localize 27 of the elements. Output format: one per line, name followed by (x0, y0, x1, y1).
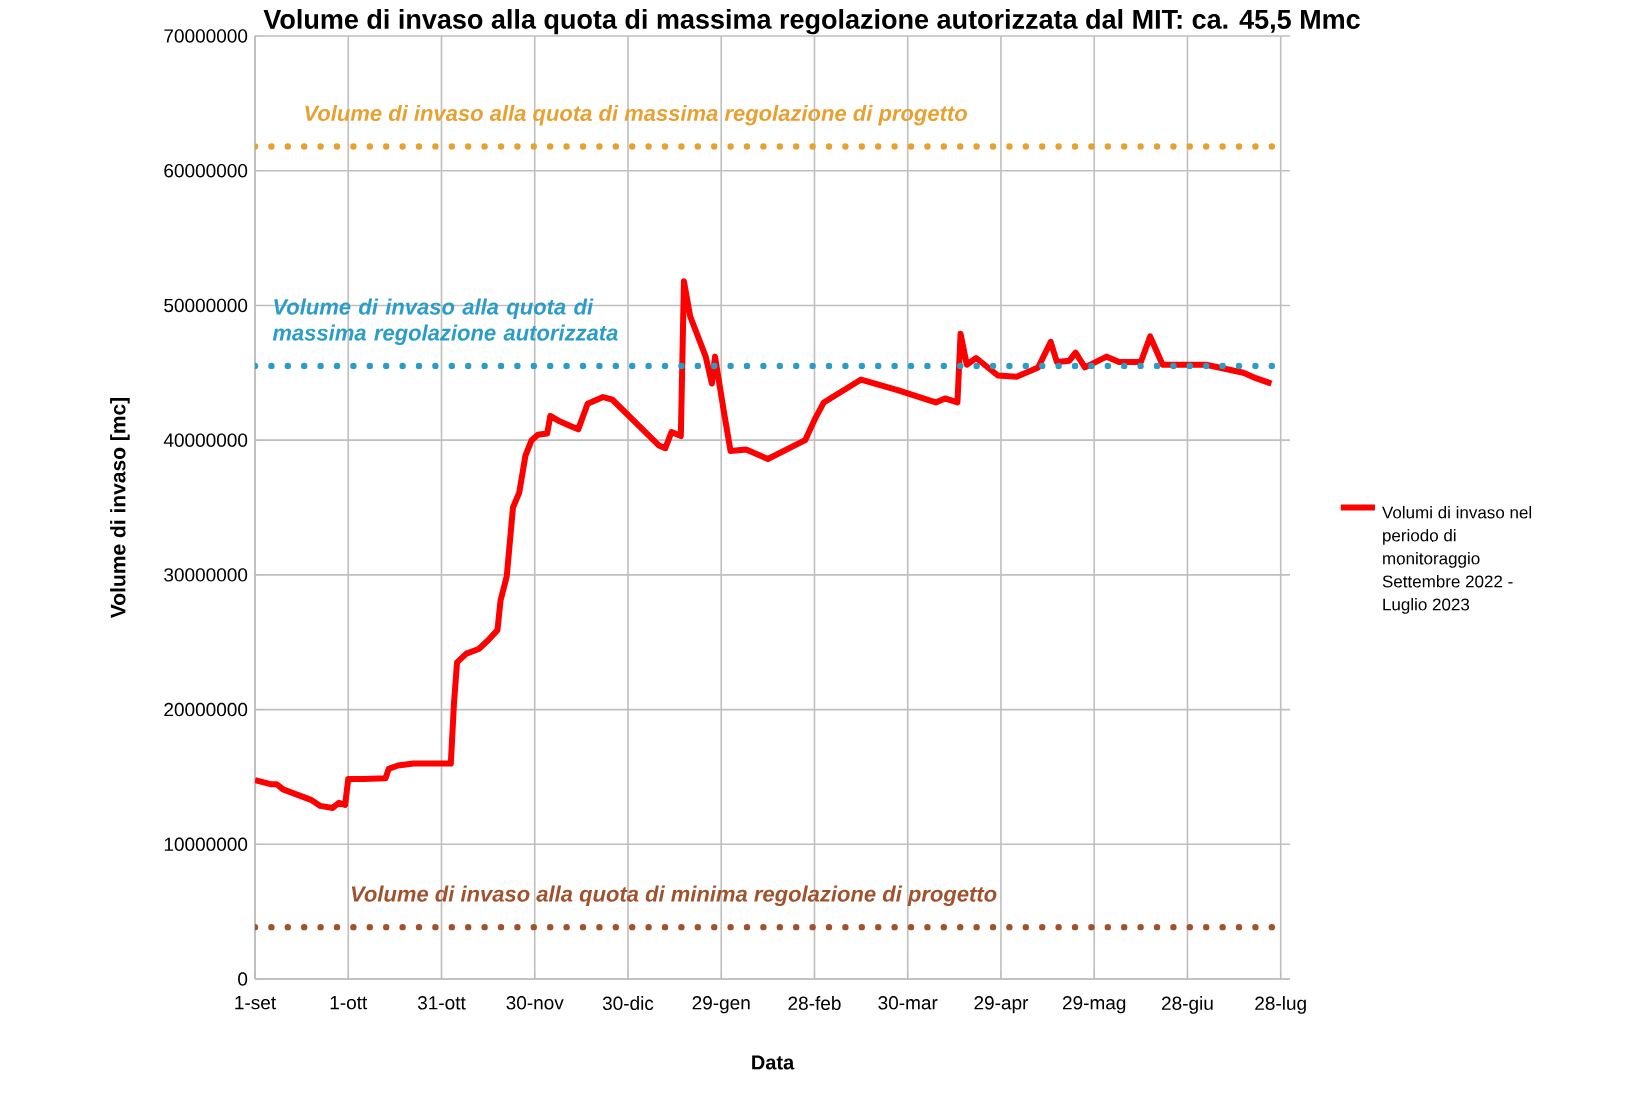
x-axis-title: Data (752, 1055, 795, 1070)
x-tick-label: 28-feb (788, 996, 841, 1011)
y-tick-label: 70000000 (164, 29, 248, 43)
y-tick-label: 60000000 (164, 163, 248, 178)
x-tick-label: 30-nov (506, 996, 564, 1010)
x-tick-label: 1-ott (330, 996, 368, 1010)
x-tick-label: 29-mag (1062, 996, 1126, 1014)
x-tick-label: 30-dic (602, 996, 654, 1011)
y-tick-label: 10000000 (164, 837, 248, 852)
x-tick-label: 29-apr (974, 996, 1029, 1014)
ref-line-label: Volume di invaso alla quota di massima regolazione di progetto (305, 104, 967, 126)
legend-label: Volumi di invaso nel periodo di monitoraggio Settembre 2022 - Luglio 2023 (1382, 506, 1532, 614)
chart-title: Volume di invaso alla quota di massima regolazione autorizzata dal MIT: ca. 45,5 Mmc (263, 9, 1360, 35)
ref-line-label: Volume di invaso alla quota di massima regolazione autorizzata (272, 298, 618, 345)
y-tick-label: 20000000 (164, 702, 248, 717)
y-tick-label: 0 (238, 972, 248, 986)
x-tick-label: 31-ott (417, 996, 466, 1010)
ref-line-label: Volume di invaso alla quota di minima regolazione di progetto (351, 885, 997, 907)
x-tick-label: 28-giu (1161, 996, 1213, 1014)
y-tick-label: 40000000 (163, 433, 248, 447)
y-axis-title: Volume di invaso [mc] (110, 398, 130, 619)
x-tick-label: 29-gen (692, 996, 750, 1014)
x-tick-label: 1-set (235, 996, 276, 1010)
x-tick-label: 28-lug (1255, 996, 1306, 1014)
y-tick-label: 50000000 (164, 298, 248, 313)
y-tick-label: 30000000 (164, 568, 248, 582)
x-tick-label: 30-mar (878, 996, 938, 1010)
